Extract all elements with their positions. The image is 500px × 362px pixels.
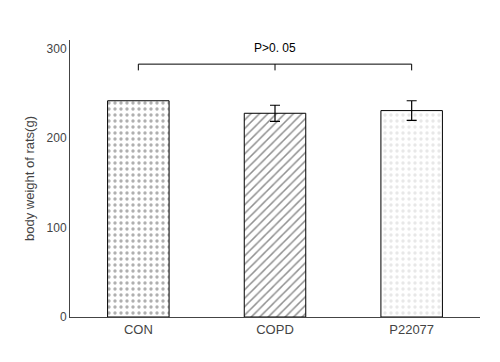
svg-text:300: 300	[47, 42, 67, 56]
svg-text:COPD: COPD	[256, 322, 294, 337]
svg-text:P>0. 05: P>0. 05	[254, 41, 296, 55]
svg-text:CON: CON	[124, 322, 153, 337]
svg-text:100: 100	[47, 221, 67, 235]
svg-text:0: 0	[60, 310, 67, 324]
svg-text:body weight of rats(g): body weight of rats(g)	[22, 116, 37, 241]
svg-text:P22077: P22077	[389, 322, 434, 337]
svg-text:200: 200	[47, 131, 67, 145]
